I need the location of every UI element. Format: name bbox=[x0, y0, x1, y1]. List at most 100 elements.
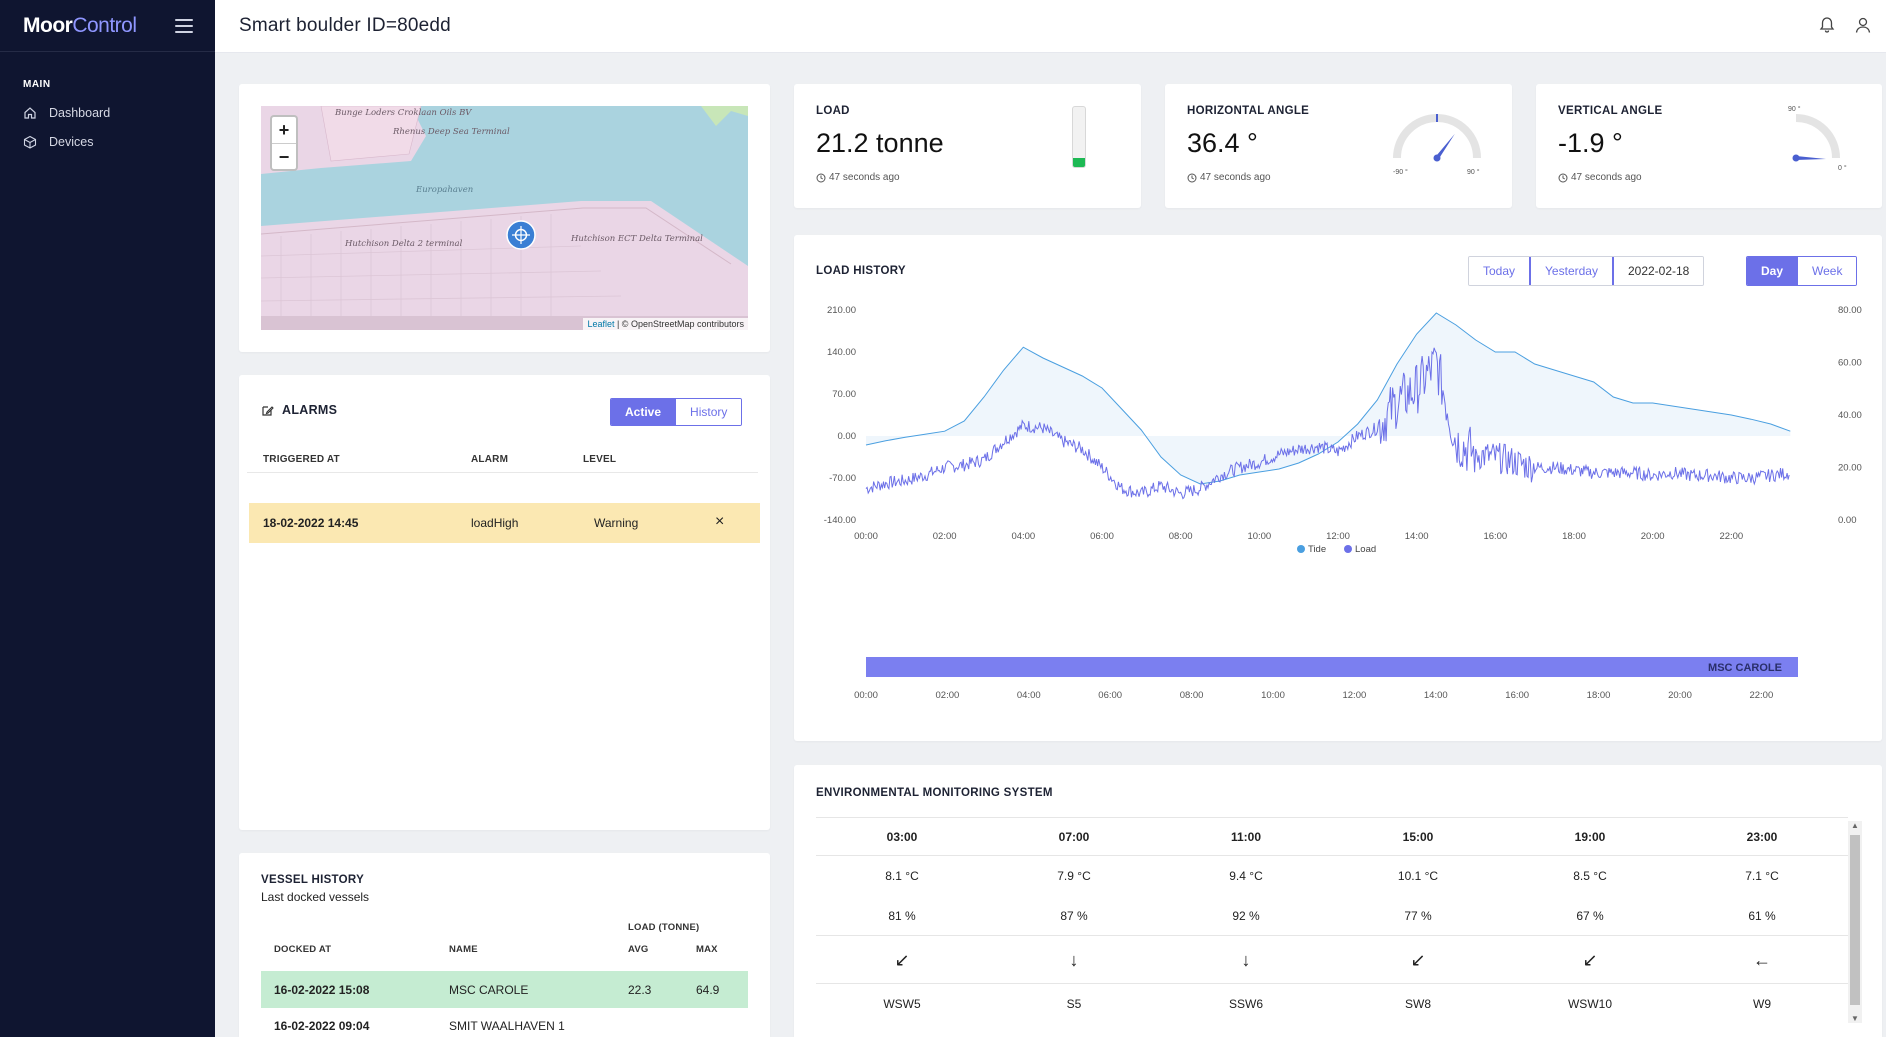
x-tick-label: 22:00 bbox=[1719, 531, 1743, 542]
legend-label-load: Load bbox=[1355, 544, 1376, 555]
horizontal-angle-timestamp: 47 seconds ago bbox=[1187, 172, 1271, 183]
y-left-tick-label: 70.00 bbox=[832, 389, 856, 400]
gauge-right-label: 0 ° bbox=[1838, 164, 1847, 172]
alarms-title: ALARMS bbox=[282, 403, 338, 417]
vessel-timeline-bar bbox=[866, 657, 1798, 677]
x-tick-label: 18:00 bbox=[1562, 531, 1586, 542]
env-temperature: 9.4 °C bbox=[1229, 869, 1263, 883]
timeline-tick-label: 22:00 bbox=[1749, 690, 1773, 701]
date-picker[interactable]: 2022-02-18 bbox=[1612, 257, 1704, 285]
vertical-angle-card: VERTICAL ANGLE -1.9 ° 47 seconds ago 90 … bbox=[1536, 84, 1882, 208]
wind-direction-icon: ↙ bbox=[894, 949, 910, 970]
env-wind: SW8 bbox=[1404, 997, 1431, 1011]
timeline-tick-label: 04:00 bbox=[1017, 690, 1041, 701]
timeline-tick-label: 10:00 bbox=[1261, 690, 1285, 701]
tab-active[interactable]: Active bbox=[611, 399, 676, 425]
table-row: 8.1 °C 7.9 °C 9.4 °C 10.1 °C 8.5 °C 7.1 °C bbox=[816, 856, 1848, 896]
env-time: 19:00 bbox=[1574, 830, 1606, 844]
load-history-title: LOAD HISTORY bbox=[816, 265, 906, 277]
vertical-angle-timestamp: 47 seconds ago bbox=[1558, 172, 1642, 183]
week-button[interactable]: Week bbox=[1797, 257, 1857, 285]
y-left-tick-label: 0.00 bbox=[838, 431, 857, 442]
env-time: 07:00 bbox=[1058, 830, 1090, 844]
x-tick-label: 00:00 bbox=[854, 531, 878, 542]
table-row: 81 % 87 % 92 % 77 % 67 % 61 % bbox=[816, 896, 1848, 936]
vertical-angle-needle bbox=[1795, 156, 1826, 160]
sidebar-item-dashboard[interactable]: Dashboard bbox=[0, 98, 215, 127]
map-label: Rhenus Deep Sea Terminal bbox=[392, 127, 510, 137]
env-humidity: 61 % bbox=[1748, 909, 1776, 923]
map-label: Bunge Loders Croklaan Oils BV bbox=[334, 108, 472, 118]
y-right-tick-label: 20.00 bbox=[1838, 463, 1862, 474]
map-label: Hutchison ECT Delta Terminal bbox=[570, 234, 703, 244]
table-row: 03:00 07:00 11:00 15:00 19:00 23:00 bbox=[816, 818, 1848, 856]
sidebar-item-label: Devices bbox=[49, 134, 94, 149]
x-tick-label: 04:00 bbox=[1011, 531, 1035, 542]
alarm-triggered-at: 18-02-2022 14:45 bbox=[263, 516, 359, 530]
bell-icon[interactable] bbox=[1818, 16, 1836, 34]
load-label: LOAD bbox=[816, 105, 850, 117]
map-card: Bunge Loders Croklaan Oils BV Rhenus Dee… bbox=[239, 84, 770, 352]
table-row[interactable]: 16-02-2022 15:08 MSC CAROLE 22.3 64.9 bbox=[261, 971, 748, 1008]
alarms-card: ALARMS Active History TRIGGERED AT ALARM… bbox=[239, 375, 770, 830]
yesterday-button[interactable]: Yesterday bbox=[1530, 257, 1613, 285]
today-button[interactable]: Today bbox=[1469, 257, 1531, 285]
zoom-out-button[interactable]: − bbox=[272, 143, 296, 169]
environment-scrollbar[interactable]: ▲ ▼ bbox=[1848, 821, 1862, 1023]
dismiss-alarm-button[interactable]: × bbox=[715, 513, 725, 530]
range-selector: Today Yesterday 2022-02-18 bbox=[1468, 256, 1705, 286]
clock-icon bbox=[1187, 173, 1197, 182]
y-right-tick-label: 0.00 bbox=[1838, 515, 1857, 526]
logo[interactable]: MoorControl bbox=[23, 13, 137, 37]
x-tick-label: 10:00 bbox=[1247, 531, 1271, 542]
gauge-min-label: -90 ° bbox=[1393, 168, 1408, 176]
leaflet-link[interactable]: Leaflet bbox=[587, 319, 615, 329]
col-avg: AVG bbox=[628, 944, 649, 955]
env-humidity: 87 % bbox=[1060, 909, 1088, 923]
menu-toggle-icon[interactable] bbox=[175, 18, 193, 33]
vessel-history-card: VESSEL HISTORY Last docked vessels LOAD … bbox=[239, 853, 770, 1037]
col-docked-at: DOCKED AT bbox=[274, 944, 332, 955]
x-tick-label: 16:00 bbox=[1483, 531, 1507, 542]
day-button[interactable]: Day bbox=[1747, 257, 1798, 285]
table-row[interactable]: 18-02-2022 14:45 loadHigh Warning × bbox=[249, 503, 760, 543]
legend-marker-load bbox=[1344, 545, 1352, 553]
timeline-tick-label: 00:00 bbox=[854, 690, 878, 701]
table-row[interactable]: 16-02-2022 09:04 SMIT WAALHAVEN 1 bbox=[261, 1013, 748, 1037]
timeline-tick-label: 18:00 bbox=[1587, 690, 1611, 701]
y-right-tick-label: 80.00 bbox=[1838, 305, 1862, 316]
scrollbar-thumb[interactable] bbox=[1850, 835, 1860, 1005]
timeline-tick-label: 16:00 bbox=[1505, 690, 1529, 701]
alarm-name: loadHigh bbox=[471, 516, 519, 530]
y-right-tick-label: 40.00 bbox=[1838, 410, 1862, 421]
x-tick-label: 02:00 bbox=[933, 531, 957, 542]
env-humidity: 92 % bbox=[1232, 909, 1260, 923]
zoom-in-button[interactable]: + bbox=[278, 120, 290, 140]
timeline-tick-label: 20:00 bbox=[1668, 690, 1692, 701]
series-line-load bbox=[865, 347, 1790, 500]
map-tiles: Bunge Loders Croklaan Oils BV Rhenus Dee… bbox=[261, 106, 748, 330]
env-wind: SSW6 bbox=[1228, 997, 1263, 1011]
horizontal-angle-label: HORIZONTAL ANGLE bbox=[1187, 105, 1310, 117]
vessel-name: SMIT WAALHAVEN 1 bbox=[449, 1019, 565, 1033]
env-time: 11:00 bbox=[1230, 830, 1262, 844]
user-icon[interactable] bbox=[1854, 16, 1872, 34]
load-history-card: LOAD HISTORY Today Yesterday 2022-02-18 … bbox=[794, 235, 1882, 741]
sidebar: MoorControl MAIN Dashboard Devices bbox=[0, 0, 215, 1037]
horizontal-angle-gauge: -90 ° 90 ° bbox=[1393, 114, 1481, 176]
clock-icon bbox=[1558, 173, 1568, 182]
horizontal-angle-value: 36.4 ° bbox=[1187, 128, 1258, 158]
y-left-tick-label: 210.00 bbox=[827, 305, 856, 316]
alarm-level: Warning bbox=[594, 516, 639, 530]
brand-bar: MoorControl bbox=[0, 0, 215, 52]
table-row: WSW5 S5 SSW6 SW8 WSW10 W9 bbox=[816, 984, 1848, 1024]
sidebar-item-devices[interactable]: Devices bbox=[0, 127, 215, 156]
map-view[interactable]: Bunge Loders Croklaan Oils BV Rhenus Dee… bbox=[261, 106, 748, 330]
vessel-timeline-label: MSC CAROLE bbox=[1708, 662, 1782, 674]
env-humidity: 81 % bbox=[888, 909, 916, 923]
col-name: NAME bbox=[449, 944, 478, 955]
gauge-max-label: 90 ° bbox=[1467, 168, 1480, 176]
timeline-tick-label: 02:00 bbox=[936, 690, 960, 701]
tab-history[interactable]: History bbox=[675, 399, 742, 425]
env-time: 23:00 bbox=[1746, 830, 1778, 844]
